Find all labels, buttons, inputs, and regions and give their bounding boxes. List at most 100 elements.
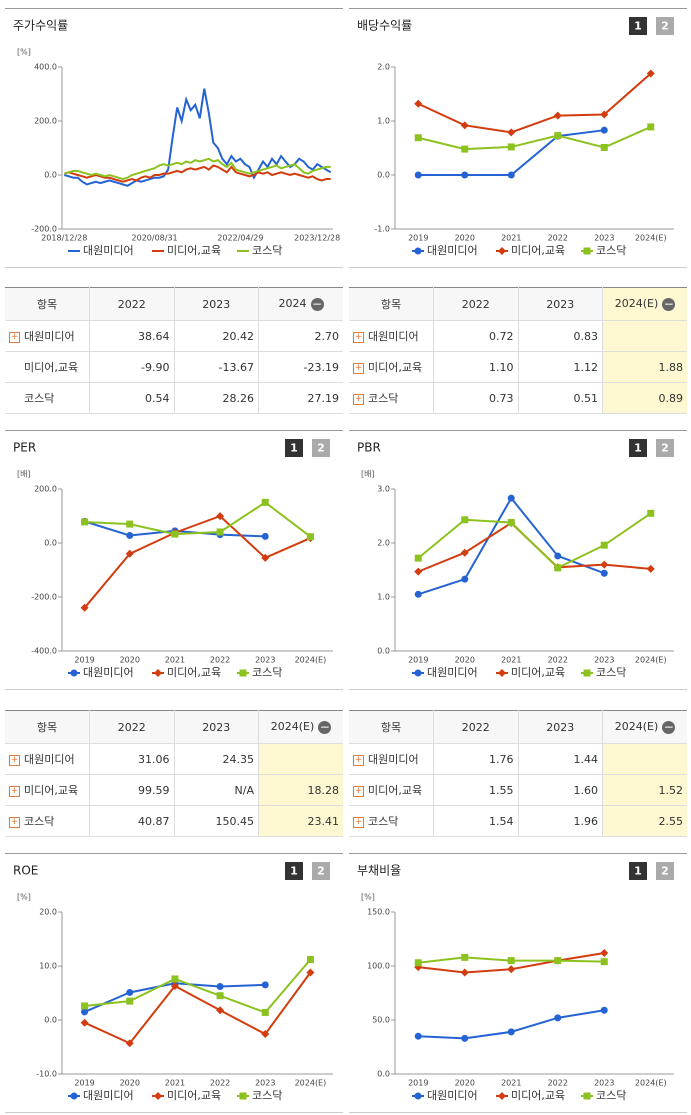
value-cell: 1.55 <box>433 774 519 806</box>
marker <box>460 548 469 557</box>
row-label-cell: + 미디어,교육 <box>5 774 90 806</box>
chart-title: 배당수익률 <box>357 19 412 33</box>
page-button[interactable] <box>656 862 674 880</box>
value-cell <box>602 320 687 352</box>
series-line <box>417 512 652 570</box>
y-tick-label: 100.0 <box>367 962 390 971</box>
page-button[interactable] <box>656 439 674 457</box>
table-row: + 대원미디어 0.72 0.83 <box>349 320 687 352</box>
x-tick-label: 2023 <box>255 656 275 665</box>
page-button-label: 2 <box>317 865 325 878</box>
chart-panel: PER 1 2 [배] -400.0 -200.0 0.0 200.0 2019 2020 2021… <box>5 430 343 690</box>
page-button[interactable] <box>629 862 647 880</box>
expand-icon[interactable]: + <box>9 816 20 828</box>
header-cell: 2023 <box>173 287 259 321</box>
collapse-button[interactable]: − <box>662 296 676 311</box>
chart-panel: 주가수익률 [%] -200.0 0.0 200.0 400.0 2018/12/28 202… <box>5 8 343 268</box>
expand-icon[interactable]: + <box>9 754 20 766</box>
table-header: 항목 2022 2023 2024(E) − <box>349 710 687 744</box>
page-button[interactable] <box>312 439 330 457</box>
x-tick-label: 2021 <box>501 656 521 665</box>
marker <box>171 975 179 983</box>
table-row: + 코스닥 1.54 1.96 2.55 <box>349 805 687 837</box>
series-line <box>417 72 652 134</box>
axis-unit: [배] <box>17 470 31 479</box>
row-label-cell: + 코스닥 <box>5 805 90 837</box>
marker <box>414 1032 422 1040</box>
y-tick-label: 1.0 <box>377 117 390 126</box>
expand-icon[interactable]: + <box>353 393 364 405</box>
marker <box>414 554 422 562</box>
collapse-button[interactable]: − <box>310 296 324 311</box>
header-cell: 2024(E) − <box>602 710 687 744</box>
axis-unit: [배] <box>361 470 375 479</box>
legend-label: 코스닥 <box>596 244 626 257</box>
expand-icon[interactable]: + <box>9 785 20 797</box>
legend-marker <box>583 247 591 255</box>
x-tick-label: 2019 <box>408 234 428 243</box>
value-cell: 99.59 <box>89 774 175 806</box>
marker <box>216 983 224 991</box>
header-cell: 2023 <box>517 287 603 321</box>
chart: 배당수익률 1 2 -1.0 0.0 1.0 2.0 2019 2020 2021 2022 2023… <box>357 17 674 257</box>
header-text: 2023 <box>546 720 575 734</box>
expand-icon[interactable]: + <box>353 785 364 797</box>
series-line <box>418 126 652 151</box>
legend-label: 코스닥 <box>252 1089 282 1102</box>
marker <box>647 509 655 517</box>
y-tick-label: -10.0 <box>36 1070 57 1079</box>
marker <box>170 981 179 990</box>
chart: 주가수익률 [%] -200.0 0.0 200.0 400.0 2018/12/28 202… <box>13 19 340 258</box>
page-button-label: 1 <box>634 20 642 33</box>
header-text: 항목 <box>380 298 402 311</box>
legend-label: 미디어,교육 <box>511 666 565 679</box>
series-line <box>83 514 311 609</box>
marker <box>600 126 608 134</box>
value-cell: 1.52 <box>602 774 687 806</box>
marker <box>126 531 134 539</box>
page-button[interactable] <box>285 439 303 457</box>
table-row: 미디어,교육 -9.90 -13.67 -23.19 <box>5 351 343 383</box>
page-button[interactable] <box>629 439 647 457</box>
page-button[interactable] <box>285 862 303 880</box>
header-text: 2022 <box>117 297 146 311</box>
x-tick-label: 2020 <box>455 656 475 665</box>
marker <box>261 1008 269 1016</box>
page-button-label: 2 <box>661 865 669 878</box>
chart-title: ROE <box>13 864 38 878</box>
chart-title: PER <box>13 441 36 455</box>
collapse-button[interactable]: − <box>318 719 332 734</box>
legend-marker <box>70 1092 78 1100</box>
y-tick-label: 0.0 <box>44 171 57 180</box>
header-text: 2024(E) <box>614 720 659 734</box>
value-cell: 0.51 <box>517 382 603 414</box>
legend-label: 대원미디어 <box>83 244 134 257</box>
expand-icon[interactable]: + <box>353 331 364 343</box>
header-cell: 항목 <box>5 287 90 321</box>
marker <box>646 69 655 78</box>
marker <box>261 553 270 562</box>
chart-title: 주가수익률 <box>13 19 68 33</box>
expand-icon[interactable]: + <box>9 331 20 343</box>
row-label: 코스닥 <box>24 815 55 828</box>
header-text: 2022 <box>117 720 146 734</box>
row-label-cell: 코스닥 <box>5 382 90 414</box>
series-line <box>84 501 312 538</box>
marker <box>414 99 423 108</box>
row-label: 미디어,교육 <box>24 361 79 374</box>
page-button[interactable] <box>629 17 647 35</box>
expand-icon[interactable]: + <box>353 816 364 828</box>
page-button[interactable] <box>656 17 674 35</box>
page-button[interactable] <box>312 862 330 880</box>
marker <box>125 1039 134 1048</box>
expand-icon[interactable]: + <box>353 362 364 374</box>
value-cell: 38.64 <box>89 320 175 352</box>
x-tick-label: 2022 <box>548 656 568 665</box>
row-label: 미디어,교육 <box>368 361 423 374</box>
expand-icon[interactable]: + <box>353 754 364 766</box>
row-label-cell: 미디어,교육 <box>5 351 90 383</box>
collapse-button[interactable]: − <box>662 719 676 734</box>
marker <box>216 992 224 1000</box>
x-tick-label: 2023 <box>594 656 614 665</box>
y-tick-label: 0.0 <box>377 647 390 656</box>
